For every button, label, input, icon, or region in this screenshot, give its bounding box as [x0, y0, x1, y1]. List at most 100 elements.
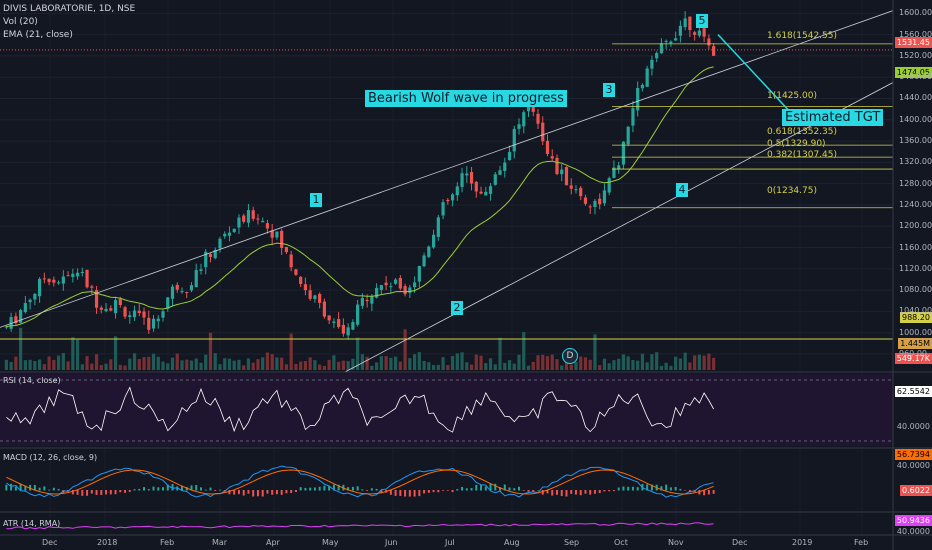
macd-histogram-bar	[242, 490, 245, 496]
candle-body	[683, 18, 687, 28]
macd-histogram-bar	[579, 490, 582, 496]
volume-bars	[4, 327, 716, 370]
wave-point-3[interactable]: 3	[603, 83, 615, 97]
target-note[interactable]: Estimated TGT	[782, 109, 884, 126]
volume-bar	[299, 361, 303, 370]
volume-bar	[664, 362, 668, 370]
candle-body	[109, 308, 113, 311]
volume-bar	[232, 360, 236, 370]
volume-bar	[408, 358, 412, 370]
time-tick: Mar	[212, 538, 228, 547]
atr-pane-title[interactable]: ATR (14, RMA)	[3, 519, 61, 528]
candle-body	[569, 185, 573, 189]
macd-histogram-bar	[237, 490, 240, 495]
macd-histogram-bar	[81, 490, 84, 496]
candle-body	[479, 191, 483, 194]
macd-histogram-bar	[247, 490, 250, 494]
macd-histogram-bar	[166, 484, 169, 491]
volume-bar	[94, 354, 99, 370]
macd-histogram-bar	[665, 484, 668, 491]
time-tick: Dec	[42, 538, 58, 547]
volume-bar	[303, 360, 308, 370]
macd-histogram-bar	[62, 490, 65, 493]
macd-histogram-bar	[10, 483, 13, 491]
macd-histogram-bar	[204, 489, 207, 491]
macd-histogram-bar	[574, 490, 577, 495]
volume-bar	[289, 333, 293, 370]
volume-bar	[669, 365, 673, 370]
volume-bar	[365, 356, 369, 370]
volume-bar	[284, 364, 289, 370]
macd-histogram-bar	[370, 488, 373, 491]
volume-bar	[356, 337, 360, 370]
ema-indicator-label[interactable]: EMA (21, close)	[3, 30, 73, 40]
candle-body	[308, 290, 312, 299]
macd-histogram-bar	[19, 483, 22, 491]
candle-body	[66, 275, 70, 277]
volume-bar	[697, 354, 701, 370]
macd-histogram-bar	[100, 490, 103, 496]
candle-body	[232, 228, 236, 233]
rsi-value-tag: 62.5542	[894, 386, 932, 397]
volume-bar	[332, 355, 336, 370]
macd-histogram-bar	[674, 487, 677, 491]
candle-body	[384, 282, 388, 286]
macd-histogram-bar	[617, 487, 620, 491]
wave-point-5[interactable]: 5	[696, 14, 708, 28]
wave-point-2[interactable]: 2	[451, 301, 463, 315]
macd-histogram-bar	[598, 490, 601, 494]
rsi-pane-title[interactable]: RSI (14, close)	[3, 376, 61, 385]
volume-bar	[275, 357, 279, 370]
volume-bar	[194, 358, 198, 370]
candle-body	[237, 217, 241, 228]
candle-body	[455, 186, 459, 196]
macd-histogram-bar	[171, 483, 174, 491]
macd-histogram-bar	[413, 490, 416, 497]
rsi-line	[6, 386, 714, 433]
candle-body	[289, 254, 293, 268]
macd-histogram-bar	[446, 490, 449, 491]
volume-bar	[189, 360, 194, 370]
volume-bar	[175, 353, 179, 370]
macd-histogram-bar	[233, 490, 236, 495]
volume-bar	[242, 365, 246, 370]
macd-histogram-bar	[565, 490, 568, 497]
macd-histogram-bar	[612, 490, 615, 492]
macd-histogram-bar	[119, 490, 122, 493]
candle-body	[156, 318, 160, 322]
volume-bar	[403, 329, 407, 370]
fib-label-1618: 1.618(1542.55)	[767, 31, 838, 41]
candle-body	[351, 322, 355, 330]
macd-histogram-bar	[133, 489, 136, 491]
candle-body	[512, 128, 516, 152]
macd-histogram-bar	[418, 490, 421, 497]
macd-pane-title[interactable]: MACD (12, 26, close, 9)	[3, 453, 98, 462]
volume-bar	[109, 359, 113, 370]
candle-body	[688, 16, 692, 31]
candle-body	[33, 293, 37, 300]
candle-body	[99, 307, 103, 310]
candle-body	[9, 317, 13, 329]
fib-label-1: 1(1425.00)	[767, 91, 817, 101]
wave-point-1[interactable]: 1	[310, 193, 322, 207]
volume-bar	[693, 355, 697, 370]
candle-body	[417, 266, 421, 282]
volume-bar	[517, 354, 521, 370]
candle-body	[322, 301, 326, 317]
macd-histogram-bar	[603, 490, 606, 492]
wolf-wave-note[interactable]: Bearish Wolf wave in progress	[365, 90, 567, 107]
volume-bar	[56, 355, 61, 370]
macd-histogram-bar	[584, 490, 587, 494]
volume-bar	[341, 360, 345, 370]
candle-body	[175, 284, 179, 290]
volume-bar	[550, 354, 554, 370]
volume-bar	[484, 363, 488, 370]
volume-bar	[626, 356, 630, 370]
volume-bar	[170, 357, 175, 370]
macd-histogram-bar	[152, 486, 155, 491]
wave-point-4[interactable]: 4	[676, 183, 688, 197]
dividend-marker[interactable]: D	[562, 348, 578, 364]
candle-body	[280, 230, 284, 248]
volume-indicator-label[interactable]: Vol (20)	[3, 17, 38, 27]
